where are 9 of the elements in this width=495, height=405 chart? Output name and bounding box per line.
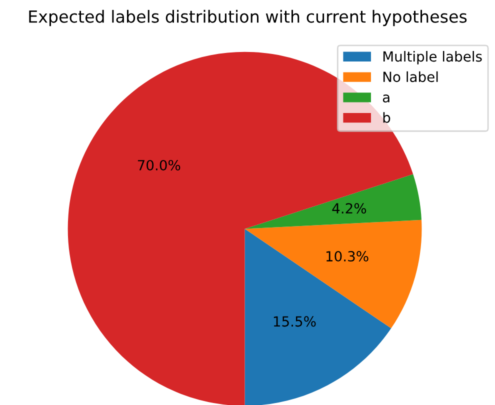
legend-label: Multiple labels — [383, 50, 482, 64]
data-label: 70.0% — [138, 160, 180, 170]
legend-label: No label — [383, 71, 438, 82]
data-label: 15.5% — [274, 316, 316, 327]
data-label: 10.3% — [326, 251, 368, 262]
legend-label: a — [382, 94, 390, 102]
legend-label: b — [383, 112, 390, 123]
data-label: 4.2% — [332, 203, 366, 214]
chart-title: Expected labels distribution with current hypotheses — [29, 10, 467, 26]
